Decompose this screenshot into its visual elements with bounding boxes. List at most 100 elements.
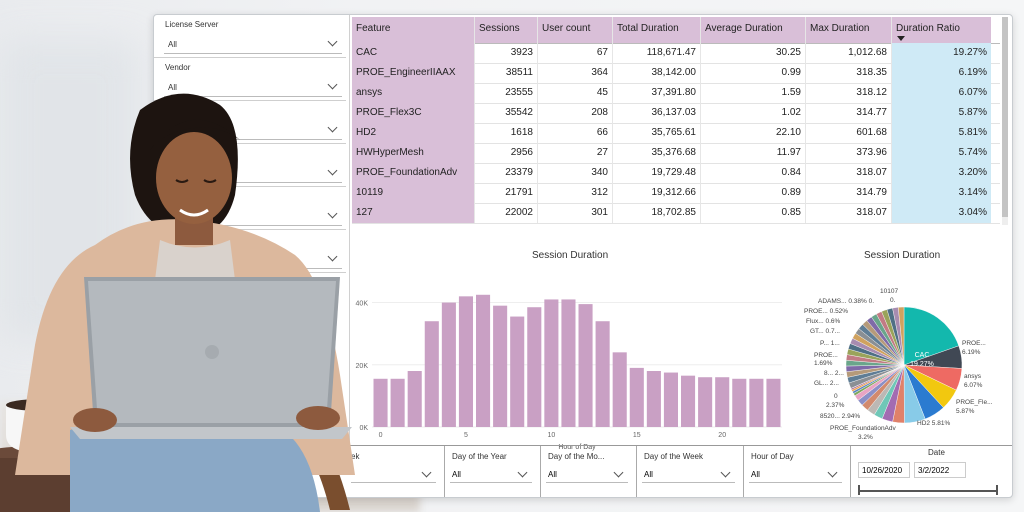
table-row[interactable]: CAC392367118,671.4730.251,012.6819.27% bbox=[352, 43, 1000, 64]
table-cell: 127 bbox=[352, 203, 474, 223]
slider-handle-start[interactable] bbox=[858, 485, 860, 495]
slicer-label: Vendor bbox=[165, 63, 190, 72]
table-cell: 37,391.80 bbox=[612, 83, 700, 103]
slicer-dropdown[interactable]: All bbox=[164, 78, 342, 97]
slider-handle-end[interactable] bbox=[996, 485, 998, 495]
table-cell: 3.20% bbox=[891, 163, 991, 183]
slicer-label: Hour of Day bbox=[751, 452, 794, 461]
slicer-dropdown[interactable]: All bbox=[546, 466, 628, 483]
col-header-total-duration[interactable]: Total Duration bbox=[612, 17, 700, 43]
col-header-duration-ratio[interactable]: Duration Ratio bbox=[891, 17, 991, 43]
table-cell: 118,671.47 bbox=[612, 43, 700, 63]
table-scrollbar[interactable] bbox=[1002, 17, 1008, 225]
slicer-vendor[interactable]: Vendor All bbox=[154, 58, 346, 101]
table-cell: 45 bbox=[537, 83, 612, 103]
bottom-slicer-bar: ek Day of the Year All Day of the Mo... … bbox=[349, 445, 1012, 498]
slicer-dropdown[interactable]: All bbox=[642, 466, 735, 483]
table-cell: 38511 bbox=[474, 63, 537, 83]
pie-label: Flux... 0.6% bbox=[806, 318, 841, 325]
col-header-max-duration[interactable]: Max Duration bbox=[805, 17, 891, 43]
table-cell: 19.27% bbox=[891, 43, 991, 63]
pie-label: P... 1... bbox=[820, 340, 840, 347]
slicer-3[interactable] bbox=[154, 101, 346, 144]
slicer-day-of-month[interactable]: Day of the Mo... All bbox=[540, 446, 637, 498]
bar bbox=[391, 379, 405, 427]
slicer-4[interactable] bbox=[154, 144, 346, 187]
table-cell: 5.87% bbox=[891, 103, 991, 123]
table-row[interactable]: HWHyperMesh29562735,376.6811.97373.965.7… bbox=[352, 143, 1000, 164]
pie-chart-svg: CAC19.27%PROE...6.19%ansys6.07%PROE_Fle.… bbox=[794, 270, 1009, 445]
table-cell: 0.85 bbox=[700, 203, 805, 223]
table-cell: 10119 bbox=[352, 183, 474, 203]
slicer-label: Day of the Year bbox=[452, 452, 507, 461]
slicer-dropdown[interactable]: All bbox=[450, 466, 532, 483]
slicer-label: License Server bbox=[165, 20, 218, 29]
date-start-input[interactable]: 10/26/2020 bbox=[858, 462, 910, 478]
table-cell: 27 bbox=[537, 143, 612, 163]
slicer-hour-of-day[interactable]: Hour of Day All bbox=[743, 446, 851, 498]
slicer-day-of-year[interactable]: Day of the Year All bbox=[444, 446, 541, 498]
slicer-value: All bbox=[168, 40, 177, 49]
bar bbox=[596, 321, 610, 427]
table-cell: 318.35 bbox=[805, 63, 891, 83]
slicer-dropdown[interactable] bbox=[164, 207, 342, 226]
table-row[interactable]: PROE_FoundationAdv2337934019,729.480.843… bbox=[352, 163, 1000, 184]
slicer-dropdown[interactable] bbox=[164, 250, 342, 269]
table-cell: 373.96 bbox=[805, 143, 891, 163]
bar bbox=[613, 352, 627, 427]
chevron-down-icon bbox=[328, 209, 338, 219]
table-row[interactable]: 101192179131219,312.660.89314.793.14% bbox=[352, 183, 1000, 204]
table-row[interactable]: HD216186635,765.6122.10601.685.81% bbox=[352, 123, 1000, 144]
pie-label: GL... 2... bbox=[814, 380, 839, 387]
slicer-dropdown[interactable]: All bbox=[749, 466, 842, 483]
chevron-down-icon bbox=[328, 37, 338, 47]
slicer-dropdown[interactable] bbox=[164, 121, 342, 140]
slicer-5[interactable] bbox=[154, 187, 346, 230]
table-cell: 19,729.48 bbox=[612, 163, 700, 183]
pie-label: ADAMS... 0.38% 0. bbox=[818, 298, 874, 305]
slicer-dropdown[interactable] bbox=[351, 466, 436, 483]
feature-table: Feature Sessions User count Total Durati… bbox=[352, 17, 1000, 229]
slicer-6[interactable] bbox=[154, 230, 346, 273]
x-tick-label: 5 bbox=[464, 432, 468, 439]
bar bbox=[681, 376, 695, 427]
col-header-average-duration[interactable]: Average Duration bbox=[700, 17, 805, 43]
chevron-down-icon bbox=[328, 252, 338, 262]
table-row[interactable]: ansys235554537,391.801.59318.126.07% bbox=[352, 83, 1000, 104]
bar-chart: 0K20K40K05101520Hour of Day bbox=[354, 277, 794, 452]
col-header-user-count[interactable]: User count bbox=[537, 17, 612, 43]
table-cell: 22.10 bbox=[700, 123, 805, 143]
pie-label: 3.2% bbox=[858, 434, 873, 441]
table-cell: 67 bbox=[537, 43, 612, 63]
slicer-week[interactable]: ek bbox=[349, 446, 445, 498]
col-header-sessions[interactable]: Sessions bbox=[474, 17, 537, 43]
table-row[interactable]: 1272200230118,702.850.85318.073.04% bbox=[352, 203, 1000, 224]
pie-chart: CAC19.27%PROE...6.19%ansys6.07%PROE_Fle.… bbox=[794, 270, 1009, 445]
table-cell: 3.14% bbox=[891, 183, 991, 203]
duration-ratio-label: Duration Ratio bbox=[896, 23, 960, 34]
slicer-dropdown[interactable]: All bbox=[164, 35, 342, 54]
table-row[interactable]: PROE_Flex3C3554220836,137.031.02314.775.… bbox=[352, 103, 1000, 124]
pie-label: 8... 2... bbox=[824, 370, 844, 377]
date-range-slider[interactable] bbox=[858, 490, 998, 492]
bar bbox=[425, 321, 439, 427]
scrollbar-thumb[interactable] bbox=[1002, 17, 1008, 217]
table-cell: 30.25 bbox=[700, 43, 805, 63]
table-cell: 23555 bbox=[474, 83, 537, 103]
col-header-feature[interactable]: Feature bbox=[352, 17, 474, 43]
slicer-dropdown[interactable] bbox=[164, 164, 342, 183]
pie-label: 0 bbox=[834, 393, 838, 400]
table-cell: 0.89 bbox=[700, 183, 805, 203]
table-cell: 66 bbox=[537, 123, 612, 143]
bar bbox=[544, 299, 558, 427]
chevron-down-icon bbox=[328, 166, 338, 176]
table-cell: 6.07% bbox=[891, 83, 991, 103]
table-cell: 340 bbox=[537, 163, 612, 183]
x-tick-label: 10 bbox=[547, 432, 555, 439]
table-row[interactable]: PROE_EngineerIIAAX3851136438,142.000.993… bbox=[352, 63, 1000, 84]
slicer-license-server[interactable]: License Server All bbox=[154, 15, 346, 58]
x-tick-label: 15 bbox=[633, 432, 641, 439]
date-end-input[interactable]: 3/2/2022 bbox=[914, 462, 966, 478]
slicer-day-of-week[interactable]: Day of the Week All bbox=[636, 446, 744, 498]
slicer-date[interactable]: Date 10/26/2020 3/2/2022 bbox=[850, 446, 1012, 498]
